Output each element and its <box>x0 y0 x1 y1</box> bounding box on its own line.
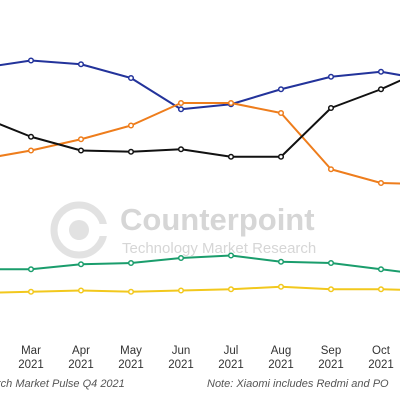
series-3 <box>0 79 400 160</box>
source-footnote: rch Market Pulse Q4 2021 <box>0 378 125 390</box>
x-tick-month: Sep <box>321 345 341 357</box>
data-point <box>377 266 385 273</box>
counterpoint-watermark: Counterpoint Technology Market Research <box>50 201 316 259</box>
x-tick-month: Apr <box>72 345 90 357</box>
data-point <box>327 166 335 173</box>
data-point <box>27 147 35 154</box>
data-point <box>227 286 235 293</box>
series-5-line <box>0 285 400 294</box>
data-point <box>27 288 35 295</box>
series-4-line <box>0 254 400 273</box>
series-1 <box>0 57 400 113</box>
x-tick-month: Jun <box>172 345 191 357</box>
data-point <box>277 109 285 117</box>
x-tick-year: 2021 <box>68 359 94 371</box>
counterpoint-logo-icon <box>50 201 110 259</box>
x-tick-year: 2021 <box>168 359 194 371</box>
series-2-line <box>0 102 400 185</box>
data-point <box>27 57 35 64</box>
data-point <box>177 99 185 107</box>
x-tick-month: Oct <box>372 345 391 357</box>
data-point <box>177 287 185 294</box>
x-tick-month: Aug <box>271 345 291 357</box>
x-tick-year: 2021 <box>218 359 244 371</box>
data-point <box>77 61 85 68</box>
data-point <box>277 283 285 290</box>
x-tick-year: 2021 <box>118 359 144 371</box>
x-axis: Feb2021Mar2021Apr2021May2021Jun2021Jul20… <box>18 345 394 371</box>
data-point <box>327 73 335 80</box>
data-point <box>327 286 335 293</box>
data-point <box>27 266 35 273</box>
data-point <box>377 86 385 93</box>
data-point <box>377 68 385 75</box>
data-point <box>377 286 385 293</box>
data-point <box>377 179 385 187</box>
data-point <box>227 153 235 160</box>
data-point <box>127 259 135 267</box>
watermark-tagline: Technology Market Research <box>122 240 316 257</box>
data-point <box>77 261 85 268</box>
series-3-line <box>0 79 400 158</box>
data-point <box>327 104 335 112</box>
data-point <box>177 106 185 113</box>
x-tick-year: 2021 <box>18 359 44 371</box>
series-5 <box>0 283 400 295</box>
x-tick-month: May <box>120 345 142 357</box>
data-point <box>27 133 35 140</box>
data-point <box>177 146 185 153</box>
series-layer <box>0 57 400 295</box>
data-point <box>227 99 235 107</box>
data-point <box>127 288 135 295</box>
data-point <box>77 287 85 294</box>
x-tick-month: Mar <box>21 345 41 357</box>
data-point <box>277 258 285 265</box>
data-point <box>277 86 285 93</box>
x-tick-year: 2021 <box>368 359 394 371</box>
x-tick-year: 2021 <box>318 359 344 371</box>
data-point <box>177 254 185 262</box>
data-point <box>327 259 335 267</box>
series-4 <box>0 252 400 273</box>
data-point <box>227 252 235 259</box>
data-point <box>127 74 135 82</box>
note-footnote: Note: Xiaomi includes Redmi and PO <box>207 378 389 390</box>
data-point <box>77 136 85 143</box>
x-tick-year: 2021 <box>268 359 294 371</box>
series-1-line <box>0 59 400 111</box>
data-point <box>127 148 135 155</box>
watermark-brand: Counterpoint <box>120 202 315 237</box>
x-tick-month: Jul <box>224 345 239 357</box>
data-point <box>127 122 135 129</box>
series-2 <box>0 99 400 187</box>
data-point <box>277 153 285 160</box>
data-point <box>77 147 85 154</box>
